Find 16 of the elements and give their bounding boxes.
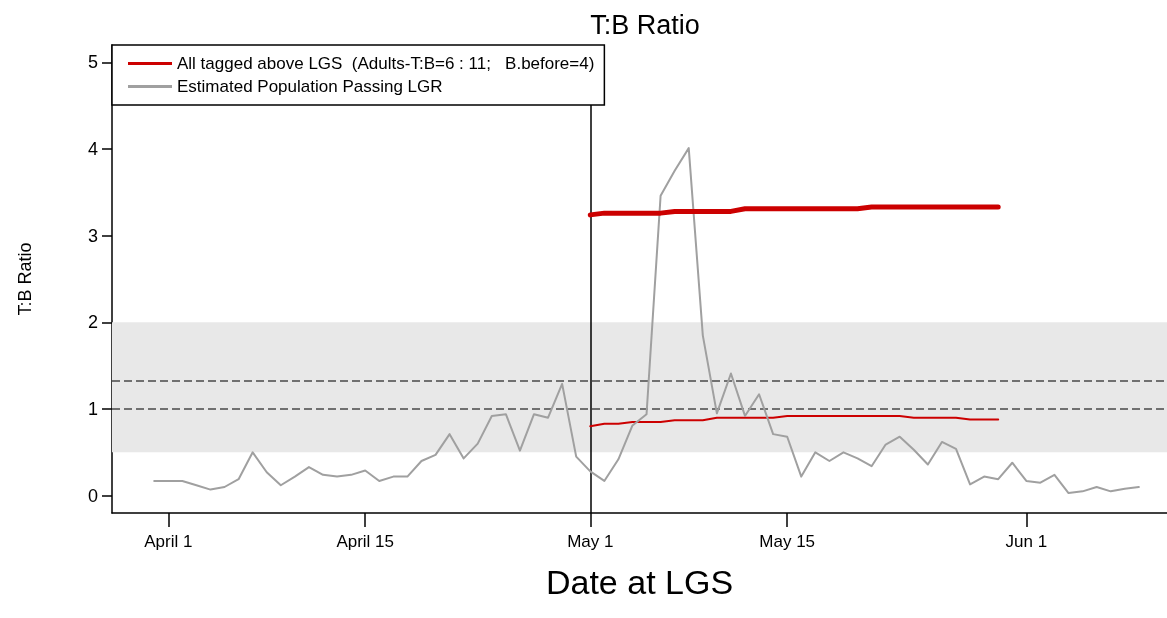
x-axis-title: Date at LGS [545,563,734,601]
x-tick-label: April 1 [144,532,193,551]
y-tick-label: 5 [87,52,98,73]
chart-title: T:B Ratio [590,9,700,40]
y-axis-title: T:B Ratio [15,242,35,316]
legend-label: All tagged above LGS (Adults-T:B=6 : 11; B.before=4) [177,54,595,73]
x-tick-label: Jun 1 [1005,532,1048,551]
y-tick-label: 0 [87,485,98,506]
y-tick-label: 1 [87,399,98,419]
legend-label: Estimated Population Passing LGR [177,77,443,96]
y-tick-label: 3 [87,225,98,246]
x-tick-label: April 15 [336,532,395,551]
y-tick-label: 2 [87,312,98,333]
x-tick-label: May 15 [759,532,816,551]
y-tick-label: 4 [87,139,98,159]
x-tick-label: May 1 [567,532,614,551]
